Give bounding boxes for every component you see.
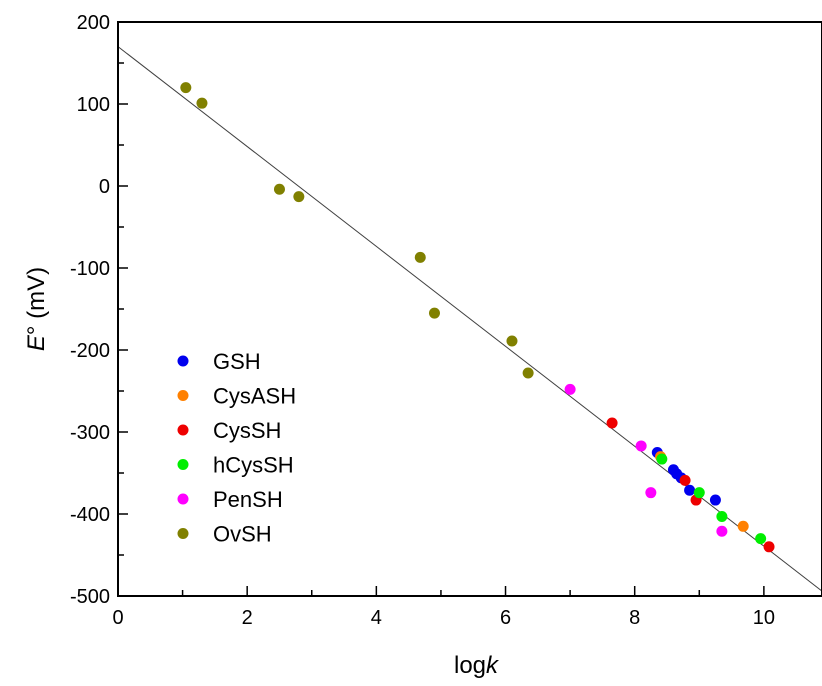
legend-marker-cysash: [177, 390, 189, 401]
x-axis-title: logk: [454, 652, 500, 679]
y-axis-title-italic: E: [23, 334, 50, 351]
y-tick-label: -100: [70, 258, 110, 280]
data-point-cyssh: [679, 474, 691, 486]
legend-marker-pensh: [177, 493, 189, 505]
x-axis-title-italic: k: [486, 652, 500, 679]
x-axis: 0 2 4 6 8 10: [112, 586, 775, 629]
legend-marker-cyssh: [177, 424, 189, 436]
x-tick-label: 10: [753, 607, 775, 629]
x-tick-label: 2: [242, 607, 253, 629]
y-axis: 200 100 0 -100 -200 -300 -400 -500: [70, 12, 128, 608]
data-point-cyssh: [763, 541, 775, 553]
data-point-pensh: [716, 525, 728, 537]
fit-line: [117, 46, 822, 592]
data-point-ovsh: [522, 367, 534, 379]
data-points-layer: [180, 82, 775, 553]
x-tick-label: 0: [112, 607, 123, 629]
data-point-hcyssh: [755, 533, 767, 545]
fit-line-layer: [117, 46, 822, 592]
data-point-cysash: [737, 520, 749, 532]
data-point-ovsh: [414, 251, 426, 263]
legend-label-cysash: CysASH: [213, 384, 296, 409]
y-tick-label: 200: [77, 12, 110, 34]
data-point-ovsh: [180, 82, 192, 94]
legend: GSH CysASH CysSH hCysSH PenSH OvSH: [177, 349, 296, 547]
legend-marker-hcyssh: [177, 459, 189, 470]
legend-marker-ovsh: [177, 528, 189, 539]
data-point-ovsh: [293, 191, 305, 203]
data-point-pensh: [564, 383, 576, 395]
legend-label-cyssh: CysSH: [213, 418, 281, 443]
y-tick-label: -300: [70, 422, 110, 444]
y-axis-title-suffix: ° (mV): [23, 267, 50, 335]
data-point-cyssh: [606, 417, 618, 429]
x-tick-label: 6: [500, 607, 511, 629]
y-axis-title: E° (mV): [23, 267, 50, 351]
data-point-ovsh: [428, 307, 440, 319]
y-tick-label: -500: [70, 586, 110, 608]
y-tick-label: 0: [99, 176, 110, 198]
data-point-hcyssh: [693, 487, 705, 499]
legend-marker-gsh: [177, 355, 189, 367]
x-axis-title-prefix: log: [454, 652, 486, 679]
y-tick-label: 100: [77, 94, 110, 116]
legend-label-ovsh: OvSH: [213, 522, 272, 547]
data-point-pensh: [635, 440, 647, 452]
data-point-hcyssh: [656, 453, 668, 465]
data-point-gsh: [684, 484, 696, 496]
data-point-gsh: [709, 494, 721, 506]
data-point-hcyssh: [716, 510, 728, 522]
y-tick-label: -400: [70, 504, 110, 526]
legend-label-hcyssh: hCysSH: [213, 453, 294, 478]
y-tick-label: -200: [70, 340, 110, 362]
data-point-ovsh: [506, 335, 518, 347]
x-tick-label: 4: [371, 607, 382, 629]
data-point-ovsh: [196, 97, 208, 109]
data-point-pensh: [645, 487, 657, 499]
legend-label-gsh: GSH: [213, 349, 261, 374]
x-tick-label: 8: [629, 607, 640, 629]
legend-label-pensh: PenSH: [213, 487, 283, 512]
data-point-ovsh: [273, 183, 285, 195]
